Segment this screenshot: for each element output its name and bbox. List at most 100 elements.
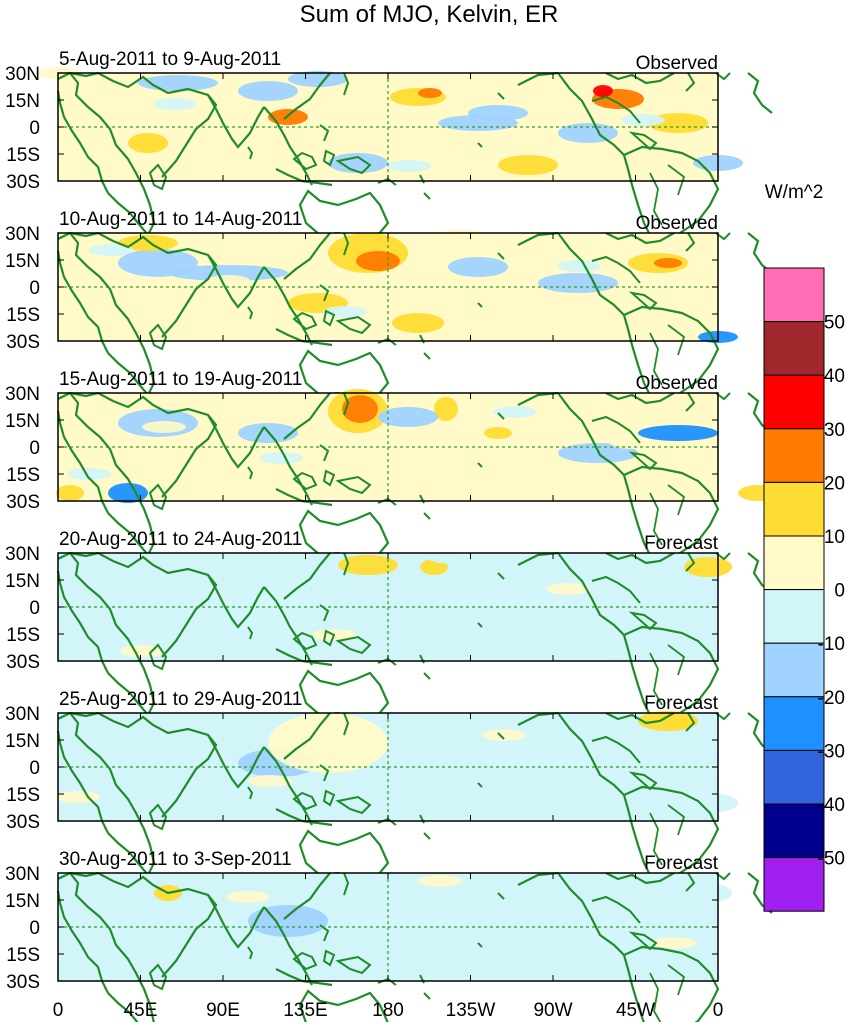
lat-label: 30N: [5, 864, 40, 885]
anomaly-contour: [593, 85, 613, 97]
anomaly-contour: [504, 83, 548, 95]
lat-label: 15S: [6, 785, 40, 806]
anomaly-contour: [684, 557, 732, 577]
anomaly-contour: [438, 589, 578, 637]
anomaly-contour: [558, 123, 618, 143]
map-panel: [56, 389, 778, 565]
lat-label: 15S: [6, 465, 40, 486]
anomaly-contour: [153, 98, 197, 110]
lat-label: 0: [29, 918, 40, 939]
lat-label: 0: [29, 598, 40, 619]
anomaly-contour: [392, 313, 444, 333]
map-panel: [56, 711, 774, 885]
lat-label: 15N: [5, 891, 40, 912]
lat-label: 15N: [5, 251, 40, 272]
anomaly-contour: [376, 483, 420, 495]
panel-period: 30-Aug-2011 to 3-Sep-2011: [59, 849, 292, 870]
anomaly-contour: [142, 421, 186, 433]
anomaly-contour: [599, 760, 643, 772]
colorbar-swatch: [763, 481, 825, 537]
lat-label: 30S: [6, 812, 40, 833]
map-panel: [36, 67, 774, 245]
anomaly-contour: [610, 437, 654, 449]
colorbar-label: -40: [818, 795, 845, 816]
lat-label: 30S: [6, 172, 40, 193]
anomaly-contour: [328, 153, 388, 173]
anomaly-contour: [348, 883, 468, 943]
lat-label: 0: [29, 278, 40, 299]
map-panel: [56, 871, 774, 1027]
colorbar-label: 20: [824, 473, 845, 494]
colorbar-label: -50: [818, 849, 845, 870]
anomaly-contour: [664, 718, 692, 728]
anomaly-contour: [538, 273, 618, 293]
colorbar-label: 40: [824, 366, 845, 387]
figure-title: Sum of MJO, Kelvin, ER: [300, 1, 559, 28]
anomaly-contour: [248, 775, 292, 787]
anomaly-contour: [638, 425, 718, 441]
anomaly-contour: [120, 645, 164, 657]
anomaly-contour: [365, 806, 409, 818]
panel-type: Forecast: [644, 853, 719, 874]
anomaly-contour: [440, 229, 484, 241]
lat-label: 30S: [6, 492, 40, 513]
anomaly-contour: [448, 257, 508, 277]
anomaly-contour: [621, 114, 665, 126]
panel-type: Observed: [636, 373, 718, 394]
lat-label: 30N: [5, 544, 40, 565]
lon-label: 180: [372, 1000, 404, 1021]
anomaly-contour: [56, 791, 100, 803]
lat-label: 30S: [6, 652, 40, 673]
anomaly-contour: [493, 406, 537, 418]
colorbar-swatch: [763, 267, 825, 323]
anomaly-contour: [498, 155, 558, 175]
anomaly-contour: [338, 555, 398, 575]
lat-label: 15S: [6, 305, 40, 326]
panel-period: 10-Aug-2011 to 14-Aug-2011: [59, 209, 302, 230]
anomaly-contour: [684, 883, 732, 903]
anomaly-contour: [56, 485, 84, 501]
colorbar-swatch: [763, 696, 825, 751]
colorbar-swatch: [763, 589, 825, 644]
anomaly-contour: [429, 552, 473, 564]
anomaly-contour: [238, 81, 298, 101]
anomaly-contour: [434, 397, 458, 421]
lon-label: 90E: [206, 1000, 240, 1021]
lat-label: 30N: [5, 704, 40, 725]
anomaly-contour: [89, 244, 133, 256]
colorbar-swatch: [763, 428, 825, 483]
panel-period: 25-Aug-2011 to 29-Aug-2011: [59, 689, 302, 710]
anomaly-contour: [118, 235, 178, 251]
anomaly-contour: [67, 468, 111, 480]
map-panel: [56, 551, 774, 725]
anomaly-contour: [356, 251, 400, 271]
anomaly-contour: [546, 583, 590, 595]
lat-label: 0: [29, 118, 40, 139]
anomaly-contour: [259, 452, 303, 464]
anomaly-contour: [226, 891, 270, 903]
lat-label: 30N: [5, 64, 40, 85]
anomaly-contour: [418, 88, 442, 98]
anomaly-contour: [482, 729, 526, 741]
colorbar-unit: W/m^2: [765, 182, 824, 203]
lon-label: 0: [713, 1000, 724, 1021]
panel-period: 5-Aug-2011 to 9-Aug-2011: [59, 49, 281, 70]
anomaly-contour: [342, 395, 378, 423]
map-panel: [56, 229, 774, 405]
lat-label: 30N: [5, 224, 40, 245]
lon-label: 0: [53, 1000, 64, 1021]
lat-label: 0: [29, 438, 40, 459]
panel-type: Forecast: [644, 533, 719, 554]
anomaly-contour: [387, 160, 431, 172]
anomaly-contour: [378, 407, 438, 427]
colorbar-swatch: [763, 535, 825, 591]
anomaly-contour: [268, 713, 388, 773]
panel-type: Forecast: [644, 693, 719, 714]
lat-label: 15S: [6, 145, 40, 166]
anomaly-contour: [438, 115, 518, 131]
colorbar-swatch: [763, 321, 825, 376]
lon-label: 45W: [616, 1000, 655, 1021]
lat-label: 15N: [5, 91, 40, 112]
lon-label: 45E: [124, 1000, 158, 1021]
